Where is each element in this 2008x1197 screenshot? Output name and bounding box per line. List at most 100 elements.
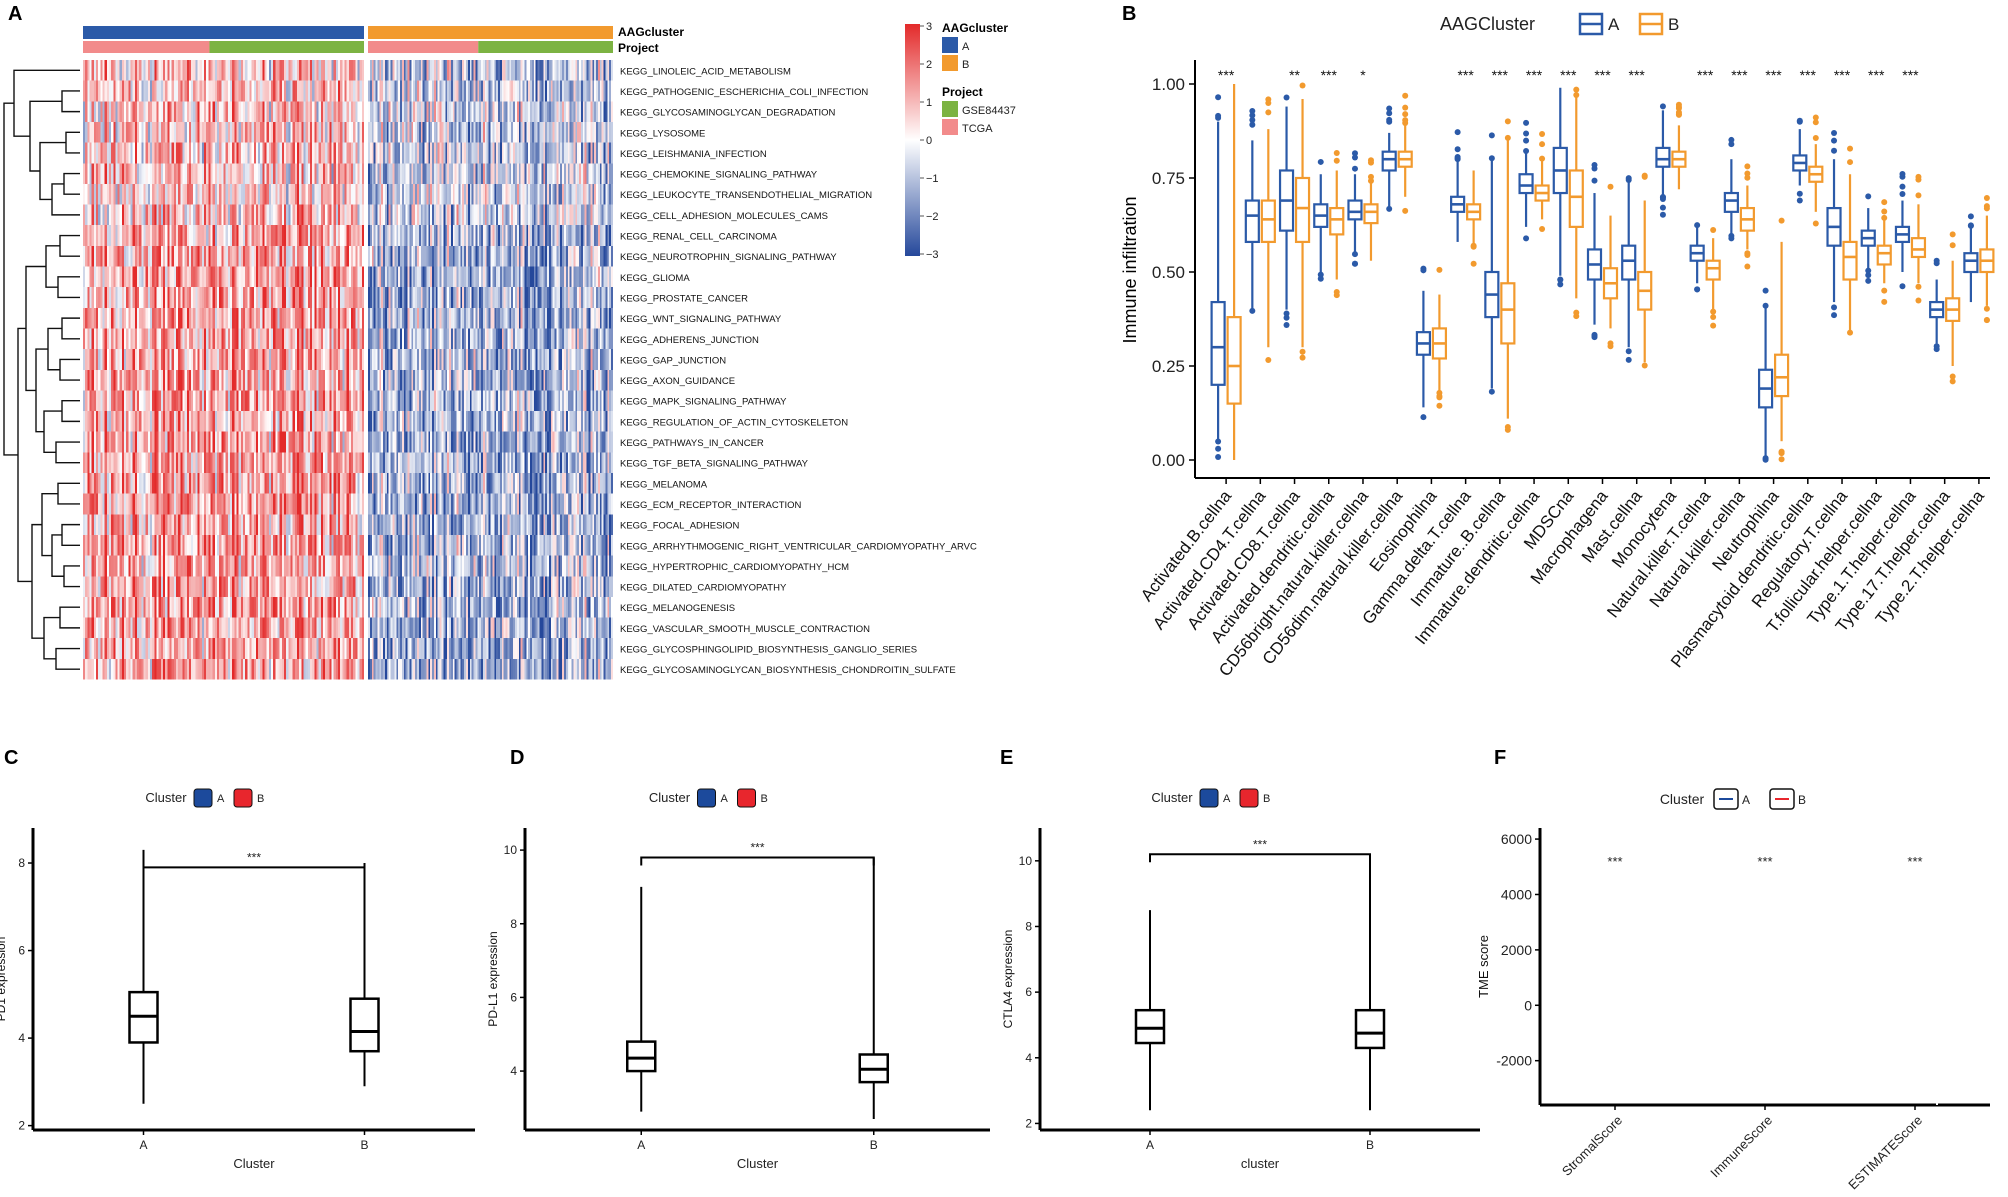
x-tick-label: B bbox=[870, 1138, 878, 1152]
box-outlier bbox=[1386, 105, 1393, 112]
x-tick-label: A bbox=[139, 1138, 147, 1152]
dendrogram-link bbox=[55, 441, 80, 464]
legend-title-project: Project bbox=[942, 85, 983, 99]
box-outlier bbox=[1983, 203, 1990, 210]
project-track-b-gse bbox=[478, 41, 613, 53]
box-outlier bbox=[1812, 134, 1819, 141]
panel-letter-c: C bbox=[4, 747, 18, 769]
box-outlier bbox=[1317, 271, 1324, 278]
box-outlier bbox=[1641, 362, 1648, 369]
dendrogram-link bbox=[13, 69, 80, 137]
box-outlier bbox=[1402, 117, 1409, 124]
box-body bbox=[1210, 300, 1226, 386]
box-outlier bbox=[1386, 110, 1393, 117]
tme-panel: -2000 0 2000 4000 6000 TME score Cluster A B *** S… bbox=[1476, 789, 1990, 1192]
significance-label: *** bbox=[1902, 67, 1919, 83]
dendrogram-link bbox=[61, 317, 80, 340]
significance-label: *** bbox=[1457, 67, 1474, 83]
box-outlier bbox=[1778, 456, 1785, 463]
dendrogram-link bbox=[29, 100, 62, 172]
y-tick-label: 2 bbox=[1025, 1116, 1032, 1130]
box-outlier bbox=[1762, 302, 1769, 309]
heatmap-row-label: KEGG_PATHWAYS_IN_CANCER bbox=[620, 438, 764, 449]
box-outlier bbox=[1420, 414, 1427, 421]
box-outlier bbox=[1454, 156, 1461, 163]
heatmap-row-label: KEGG_HYPERTROPHIC_CARDIOMYOPATHY_HCM bbox=[620, 562, 849, 573]
panel-letter-f: F bbox=[1494, 747, 1506, 769]
box-outlier bbox=[1283, 321, 1290, 328]
heatmap-row-label: KEGG_NEUROTROPHIN_SIGNALING_PATHWAY bbox=[620, 252, 837, 263]
box-body bbox=[1963, 252, 1979, 274]
box-outlier bbox=[1265, 100, 1272, 107]
significance-label: *** bbox=[247, 850, 261, 864]
box-outlier bbox=[1865, 277, 1872, 284]
box-body bbox=[1500, 282, 1516, 345]
box-outlier bbox=[1710, 308, 1717, 315]
y-tick-label: 4 bbox=[1025, 1051, 1032, 1065]
box-outlier bbox=[1539, 141, 1546, 148]
box-outlier bbox=[1539, 130, 1546, 137]
x-tick-label: ImmuneScore bbox=[1707, 1113, 1775, 1181]
heatmap-panel: AAGcluster Project KEGG_LINOLEIC_ACID_META… bbox=[3, 21, 1016, 680]
y-tick-label: 2000 bbox=[1501, 942, 1532, 958]
box-outlier bbox=[1881, 298, 1888, 305]
legend-label-a: A bbox=[962, 41, 970, 53]
heatmap-row-label: KEGG_CHEMOKINE_SIGNALING_PATHWAY bbox=[620, 170, 818, 181]
legend-title: Cluster bbox=[1660, 791, 1705, 807]
box-outlier bbox=[1831, 304, 1838, 311]
box-outlier bbox=[1454, 129, 1461, 136]
box-outlier bbox=[1694, 286, 1701, 293]
row-dendrogram bbox=[3, 69, 80, 670]
legend-swatch-a bbox=[942, 37, 958, 53]
box-outlier bbox=[1504, 118, 1511, 125]
box-outlier bbox=[1488, 155, 1495, 162]
y-axis-label: TME score bbox=[1476, 935, 1491, 998]
project-track-a-tcga bbox=[83, 41, 210, 53]
legend-label: B bbox=[761, 793, 768, 805]
box-outlier bbox=[1386, 205, 1393, 212]
box-outlier bbox=[1402, 92, 1409, 99]
box-outlier bbox=[1573, 92, 1580, 99]
significance-label: *** bbox=[1757, 854, 1772, 869]
dendrogram-link bbox=[43, 410, 62, 454]
legend-label: B bbox=[257, 793, 264, 805]
box-outlier bbox=[1249, 112, 1256, 119]
significance-label: *** bbox=[1731, 67, 1748, 83]
violin-box bbox=[1134, 1008, 1166, 1045]
box-outlier bbox=[1865, 272, 1872, 279]
box-outlier bbox=[1949, 231, 1956, 238]
significance-label: *** bbox=[1629, 67, 1646, 83]
box-outlier bbox=[1402, 207, 1409, 214]
x-tick-label: A bbox=[1146, 1138, 1154, 1152]
heatmap-row-label: KEGG_TGF_BETA_SIGNALING_PATHWAY bbox=[620, 459, 809, 470]
significance-label: *** bbox=[1560, 67, 1577, 83]
box-outlier bbox=[1847, 145, 1854, 152]
significance-label: *** bbox=[1321, 67, 1338, 83]
box-outlier bbox=[1523, 137, 1530, 144]
box-outlier bbox=[1607, 343, 1614, 350]
significance-label: *** bbox=[1526, 67, 1543, 83]
significance-label: *** bbox=[1697, 67, 1714, 83]
box-body bbox=[1773, 353, 1790, 398]
colorbar-tick-label: −3 bbox=[926, 249, 939, 261]
y-tick-label: 0.50 bbox=[1152, 263, 1185, 282]
box-outlier bbox=[1659, 195, 1666, 202]
box-outlier bbox=[1351, 150, 1358, 157]
y-axis-label: PD1 expression bbox=[0, 937, 8, 1022]
box-outlier bbox=[1386, 118, 1393, 125]
box-body bbox=[1244, 199, 1260, 244]
box-outlier bbox=[1762, 455, 1769, 462]
box-outlier bbox=[1812, 114, 1819, 121]
x-axis-label: Cluster bbox=[233, 1156, 275, 1171]
significance-bracket bbox=[640, 856, 875, 866]
box-outlier bbox=[1215, 94, 1222, 101]
legend-key bbox=[697, 788, 716, 808]
box-outlier bbox=[1967, 213, 1974, 220]
dendrogram-link bbox=[63, 172, 80, 195]
box-outlier bbox=[1367, 157, 1374, 164]
box-outlier bbox=[1659, 211, 1666, 218]
box-outlier bbox=[1317, 158, 1324, 165]
violin-box bbox=[1928, 965, 1946, 1013]
box-outlier bbox=[1436, 402, 1443, 409]
y-tick-label: 8 bbox=[510, 917, 517, 931]
